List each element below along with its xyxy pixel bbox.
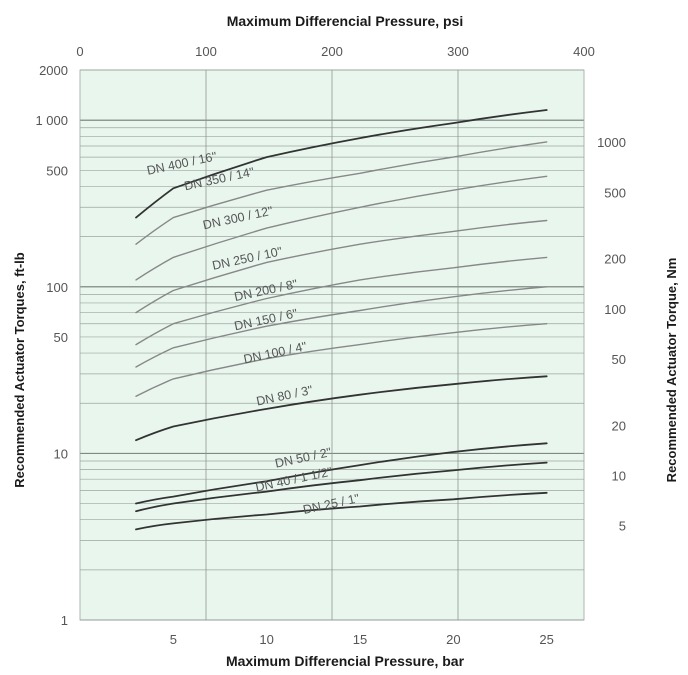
series-curve — [135, 256, 548, 346]
y-left-tick-label: 10 — [54, 446, 68, 461]
plot-layer: 5 10 15 20 25 0 100 200 300 400 1 10 50 100 500 1 000 20… — [35, 44, 626, 647]
left-axis-title: Recommended Actuator Torques, ft-lb — [12, 252, 27, 488]
x-bottom-tick-label: 25 — [539, 632, 553, 647]
x-top-tick-label: 200 — [321, 44, 343, 59]
y-left-tick-label: 1 000 — [35, 113, 68, 128]
plot-frame — [79, 69, 585, 621]
y-right-tick-label: 50 — [612, 352, 626, 367]
series-curve — [135, 461, 548, 513]
y-right-tick-label: 1000 — [597, 135, 626, 150]
x-top-tick-label: 300 — [447, 44, 469, 59]
x-bottom-tick-label: 20 — [446, 632, 460, 647]
x-bottom-tick-label: 15 — [353, 632, 367, 647]
series-curve — [135, 323, 548, 397]
series-curve — [135, 491, 548, 531]
series-curve — [135, 442, 548, 505]
x-bottom-tick-label: 10 — [259, 632, 273, 647]
y-right-tick-label: 10 — [612, 468, 626, 483]
top-axis-title: Maximum Differencial Pressure, psi — [227, 13, 464, 29]
y-right-tick-label: 5 — [619, 519, 626, 534]
series-curve — [135, 286, 548, 368]
y-right-tick-label: 20 — [612, 418, 626, 433]
y-left-tick-label: 500 — [46, 163, 68, 178]
y-left-tick-label: 2000 — [39, 63, 68, 78]
x-top-tick-label: 0 — [76, 44, 83, 59]
x-bottom-tick-label: 5 — [170, 632, 177, 647]
x-top-tick-label: 100 — [195, 44, 217, 59]
y-right-tick-label: 100 — [604, 302, 626, 317]
series-curve — [135, 141, 548, 245]
y-left-tick-label: 50 — [54, 330, 68, 345]
bottom-axis-title: Maximum Differencial Pressure, bar — [226, 653, 465, 669]
series-curve — [135, 219, 548, 314]
series-curve — [135, 175, 548, 281]
y-right-tick-label: 200 — [604, 252, 626, 267]
series-curve — [135, 375, 548, 442]
x-top-tick-label: 400 — [573, 44, 595, 59]
y-left-tick-label: 1 — [61, 613, 68, 628]
series-curve — [135, 109, 548, 219]
y-left-tick-label: 100 — [46, 280, 68, 295]
right-axis-title: Recommended Actuator Torque, Nm — [664, 258, 679, 483]
y-right-tick-label: 500 — [604, 185, 626, 200]
